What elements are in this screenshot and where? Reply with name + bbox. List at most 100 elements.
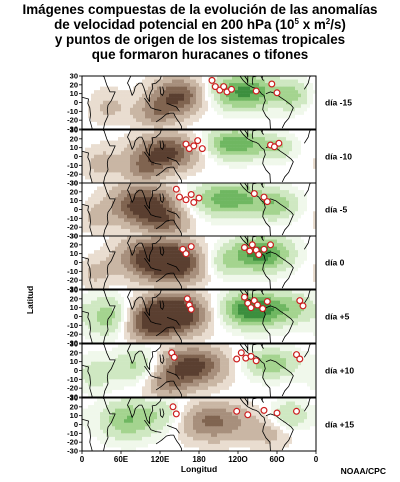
- anomaly-cell: [121, 211, 125, 216]
- anomaly-cell: [247, 239, 251, 244]
- anomaly-cell: [244, 90, 248, 94]
- anomaly-cell: [247, 147, 251, 152]
- anomaly-cell: [199, 267, 203, 272]
- anomaly-cell: [166, 264, 170, 269]
- anomaly-cell: [220, 97, 224, 101]
- anomaly-cell: [214, 246, 218, 251]
- anomaly-cell: [199, 236, 203, 240]
- anomaly-cell: [265, 204, 269, 208]
- anomaly-cell: [229, 151, 233, 155]
- anomaly-cell: [310, 125, 314, 129]
- anomaly-cell: [211, 90, 215, 94]
- anomaly-cell: [82, 264, 86, 269]
- anomaly-cell: [154, 86, 158, 91]
- anomaly-cell: [109, 165, 113, 170]
- anomaly-cell: [136, 114, 140, 119]
- y-tick-label: -30: [67, 179, 78, 188]
- anomaly-cell: [82, 90, 86, 94]
- anomaly-cell: [145, 228, 149, 233]
- anomaly-cell: [115, 121, 119, 126]
- anomaly-cell: [280, 243, 284, 247]
- anomaly-cell: [226, 130, 230, 134]
- anomaly-cell: [199, 83, 203, 87]
- anomaly-cell: [268, 293, 272, 298]
- anomaly-cell: [100, 218, 104, 223]
- anomaly-cell: [124, 93, 128, 98]
- anomaly-cell: [277, 158, 281, 163]
- y-tick-label: 20: [70, 134, 78, 143]
- anomaly-cell: [160, 168, 164, 173]
- anomaly-cell: [235, 144, 239, 148]
- anomaly-cell: [91, 193, 95, 198]
- anomaly-cell: [208, 274, 212, 279]
- anomaly-cell: [139, 111, 143, 116]
- anomaly-cell: [88, 125, 92, 129]
- anomaly-cell: [115, 118, 119, 123]
- anomaly-cell: [145, 125, 149, 129]
- anomaly-cell: [307, 232, 311, 236]
- anomaly-cell: [232, 250, 236, 254]
- anomaly-cell: [283, 100, 287, 105]
- origin-point-3-8: [260, 245, 268, 253]
- anomaly-cell: [238, 253, 242, 258]
- anomaly-cell: [160, 86, 164, 91]
- anomaly-cell: [82, 147, 86, 152]
- anomaly-cell: [190, 232, 194, 236]
- anomaly-cell: [109, 293, 113, 298]
- anomaly-cell: [145, 274, 149, 279]
- anomaly-cell: [148, 218, 152, 223]
- anomaly-cell: [145, 76, 149, 80]
- anomaly-cell: [100, 186, 104, 191]
- anomaly-cell: [130, 76, 134, 80]
- anomaly-cell: [184, 179, 188, 183]
- anomaly-cell: [247, 228, 251, 233]
- anomaly-cell: [193, 290, 197, 294]
- anomaly-cell: [172, 246, 176, 251]
- anomaly-cell: [118, 239, 122, 244]
- anomaly-cell: [169, 281, 173, 286]
- anomaly-cell: [211, 260, 215, 265]
- anomaly-cell: [109, 186, 113, 191]
- anomaly-cell: [172, 125, 176, 129]
- anomaly-cell: [151, 293, 155, 298]
- anomaly-cell: [151, 200, 155, 205]
- anomaly-cell: [313, 144, 316, 148]
- anomaly-cell: [124, 107, 128, 112]
- anomaly-cell: [112, 100, 116, 105]
- anomaly-cell: [172, 154, 176, 159]
- anomaly-cell: [160, 260, 164, 265]
- anomaly-cell: [283, 267, 287, 272]
- anomaly-cell: [232, 193, 236, 198]
- anomaly-cell: [277, 97, 281, 101]
- anomaly-cell: [100, 86, 104, 91]
- anomaly-cell: [310, 253, 314, 258]
- anomaly-cell: [88, 239, 92, 244]
- anomaly-cell: [280, 179, 284, 183]
- anomaly-cell: [238, 107, 242, 112]
- anomaly-cell: [199, 228, 203, 233]
- anomaly-cell: [184, 274, 188, 279]
- anomaly-cell: [280, 183, 284, 187]
- anomaly-cell: [238, 239, 242, 244]
- anomaly-cell: [307, 86, 311, 91]
- anomaly-cell: [307, 179, 311, 183]
- anomaly-cell: [253, 130, 257, 134]
- anomaly-cell: [295, 97, 299, 101]
- anomaly-cell: [277, 79, 281, 84]
- anomaly-cell: [304, 278, 308, 283]
- anomaly-cell: [94, 293, 98, 298]
- anomaly-cell: [172, 79, 176, 84]
- anomaly-cell: [178, 147, 182, 152]
- anomaly-cell: [262, 290, 266, 294]
- anomaly-cell: [163, 290, 167, 294]
- anomaly-cell: [199, 239, 203, 244]
- anomaly-cell: [253, 121, 257, 126]
- anomaly-cell: [310, 236, 314, 240]
- anomaly-cell: [94, 76, 98, 80]
- anomaly-cell: [241, 165, 245, 170]
- anomaly-cell: [163, 257, 167, 261]
- anomaly-cell: [232, 144, 236, 148]
- anomaly-cell: [208, 121, 212, 126]
- anomaly-cell: [292, 232, 296, 236]
- anomaly-cell: [94, 290, 98, 294]
